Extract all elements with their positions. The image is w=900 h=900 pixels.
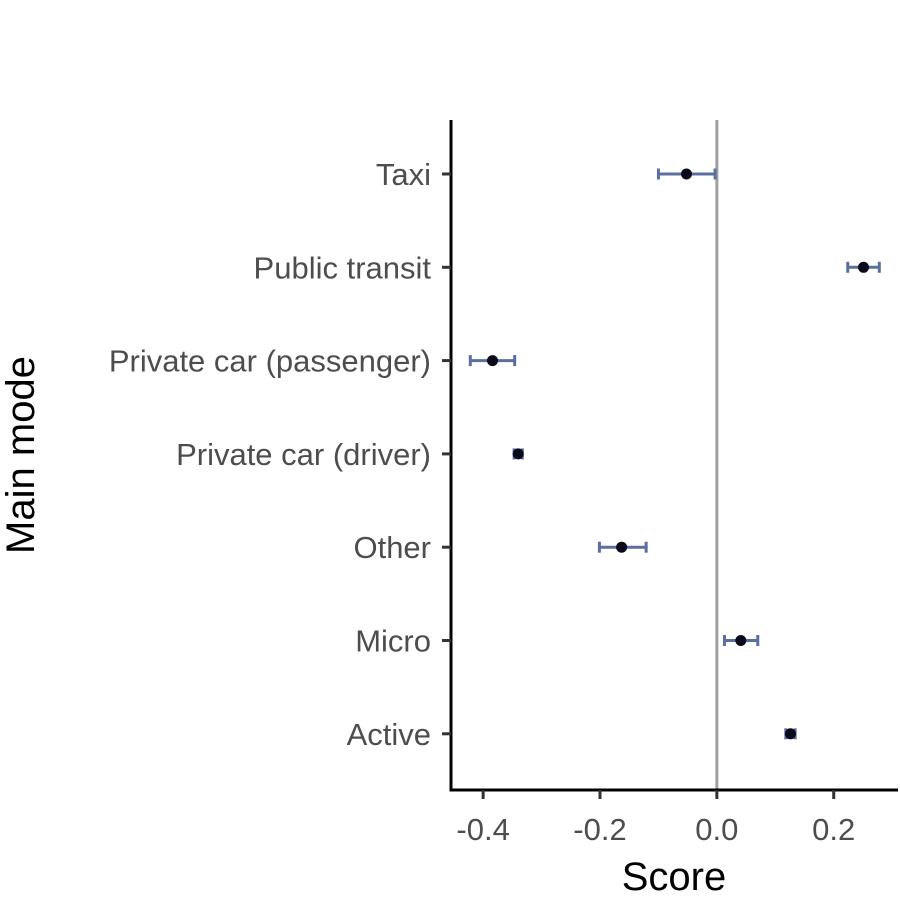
data-point-group [846, 261, 881, 273]
y-tick-label: Private car (driver) [176, 437, 431, 472]
y-tick-label: Micro [355, 624, 431, 659]
axes: Active Micro Other Private car (driver) Priv… [109, 120, 898, 847]
data-point [512, 448, 524, 460]
data-point [486, 355, 498, 367]
y-tick-label: Other [353, 530, 431, 565]
data-point-group [597, 541, 648, 553]
x-tick-label: 0.2 [812, 812, 855, 847]
y-tick-label: Private car (passenger) [109, 344, 431, 379]
x-tick-label: 0.0 [695, 812, 738, 847]
data-point-group [468, 355, 517, 367]
data-point [680, 168, 692, 180]
plot-area [468, 120, 881, 790]
data-point [735, 635, 747, 646]
data-point-group [784, 728, 797, 740]
x-tick-label: -0.4 [456, 812, 509, 847]
data-point-group [722, 635, 760, 646]
data-point-group [656, 168, 717, 180]
data-point-group [512, 448, 524, 460]
x-tick-label: -0.2 [573, 812, 626, 847]
y-tick-label: Public transit [254, 250, 432, 285]
data-point [784, 728, 796, 740]
data-point [616, 541, 628, 553]
data-point [858, 261, 870, 273]
y-axis-title: Main mode [0, 356, 43, 554]
x-axis-title: Score [622, 855, 727, 899]
y-tick-label: Active [347, 717, 431, 752]
y-tick-label: Taxi [376, 157, 431, 192]
